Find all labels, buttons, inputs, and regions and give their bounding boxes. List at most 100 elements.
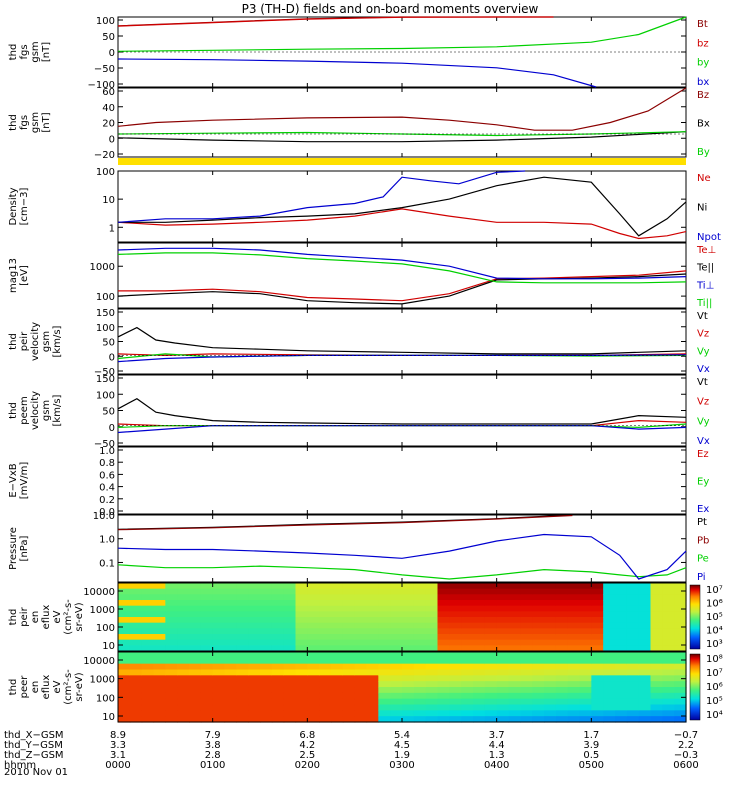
spectrogram-cell [189, 716, 202, 723]
spectrogram-cell [165, 698, 178, 706]
spectrogram-cell [555, 622, 569, 629]
spectrogram-cell [496, 663, 510, 671]
spectrogram-cell [544, 681, 557, 688]
spectrogram-cell [473, 669, 486, 676]
spectrogram-cell [319, 716, 332, 723]
spectrogram-cell [461, 698, 474, 706]
spectrogram-cell [425, 657, 439, 665]
spectrogram-cell [236, 692, 249, 700]
spectrogram-cell [295, 594, 308, 601]
spectrogram-cell [236, 594, 249, 601]
spectrogram-cell [129, 628, 143, 635]
spectrogram-cell [402, 710, 415, 717]
spectrogram-cell [212, 617, 226, 624]
spectrogram-cell [484, 594, 498, 601]
spectrogram-cell [331, 704, 344, 711]
spectrogram-cell [390, 588, 403, 595]
spectrogram-cell [331, 605, 344, 612]
spectrogram-cell [437, 675, 450, 682]
spectrogram-cell [449, 634, 462, 641]
spectrogram-cell [437, 681, 450, 688]
spectrogram-cell [555, 628, 569, 635]
spectrogram-cell [473, 663, 486, 671]
spectrogram-cell [508, 698, 521, 706]
spectrogram-cell [473, 634, 486, 641]
spectrogram-cell [437, 622, 450, 629]
spectrogram-cell [153, 687, 166, 694]
spectrogram-cell [319, 622, 332, 629]
spectrogram-cell [496, 600, 510, 607]
spectrogram-cell [354, 716, 368, 723]
spectrogram-cell [153, 704, 166, 711]
spectrogram-cell [342, 698, 356, 706]
spectrogram-cell [579, 657, 592, 665]
spectrogram-cell [189, 710, 202, 717]
colorbar [689, 584, 701, 650]
spectrogram-cell [508, 639, 521, 646]
spectrogram-cell [662, 657, 675, 665]
spectrogram-cell [189, 622, 202, 629]
spectrogram-cell [224, 611, 237, 618]
spectrogram-cell [129, 704, 143, 711]
spectrogram-cell [295, 687, 308, 694]
spectrogram-cell [129, 622, 143, 629]
spectrogram-cell [425, 645, 439, 652]
spectrogram-cell [177, 594, 190, 601]
spectrogram-cell [591, 645, 604, 652]
y-axis-label: sr-eV) [74, 672, 85, 701]
spectrogram-cell [591, 663, 604, 671]
spectrogram-cell [212, 663, 226, 671]
series-line-Vz [117, 419, 687, 427]
spectrogram-cell [141, 652, 155, 659]
spectrogram-cell [260, 645, 273, 652]
spectrogram-cell [153, 716, 166, 723]
spectrogram-cell [461, 639, 474, 646]
spectrogram-cell [413, 594, 427, 601]
spectrogram-cell [141, 583, 155, 590]
spectrogram-cell [118, 652, 131, 659]
colorbar-tick-label: 10⁷ [706, 585, 723, 596]
series-line-Npot [117, 170, 526, 223]
spectrogram-cell [177, 675, 190, 682]
spectrogram-cell [200, 710, 214, 717]
spectrogram-cell [496, 681, 510, 688]
spectrogram-cell [189, 669, 202, 676]
y-tick-label: 10000 [83, 656, 115, 667]
spectrogram-cell [283, 669, 297, 676]
spectrogram-cell [473, 716, 486, 723]
spectrogram-cell [402, 628, 415, 635]
spectrogram-cell [283, 628, 297, 635]
spectrogram-cell [189, 605, 202, 612]
spectrogram-cell [603, 669, 616, 676]
spectrogram-cell [603, 704, 616, 711]
panel-p8: 10.0 1.0 0.1 Pressure [nPa] Pt Pb Pe Pi [8, 511, 709, 583]
spectrogram-cell [662, 588, 675, 595]
spectrogram-cell [473, 594, 486, 601]
series-line-Pb [117, 514, 573, 531]
spectrogram-cell [378, 704, 391, 711]
spectrogram-cell [165, 652, 178, 659]
spectrogram-cell [390, 710, 403, 717]
spectrogram-cell [295, 628, 308, 635]
spectrogram-cell [567, 657, 581, 665]
spectrogram-cell [520, 657, 533, 665]
colorbar-tick-label: 10⁶ [706, 682, 723, 693]
y-tick-label: 0 [109, 48, 115, 59]
spectrogram-cell [177, 698, 190, 706]
spectrogram-cell [591, 617, 604, 624]
spectrogram-cell [508, 611, 521, 618]
spectrogram-cell [224, 617, 237, 624]
spectrogram-cell [484, 645, 498, 652]
spectrogram-cell [508, 645, 521, 652]
y-tick-label: 100 [96, 693, 115, 704]
spectrogram-cell [295, 617, 308, 624]
spectrogram-cell [591, 657, 604, 665]
spectrogram-cell [449, 600, 462, 607]
spectrogram-cell [189, 663, 202, 671]
spectrogram-cell [674, 611, 687, 618]
spectrogram-cell [662, 605, 675, 612]
spectrogram-cell [662, 716, 675, 723]
spectrogram-cell [496, 645, 510, 652]
spectrogram-cell [615, 600, 628, 607]
spectrogram-cell [591, 692, 604, 700]
